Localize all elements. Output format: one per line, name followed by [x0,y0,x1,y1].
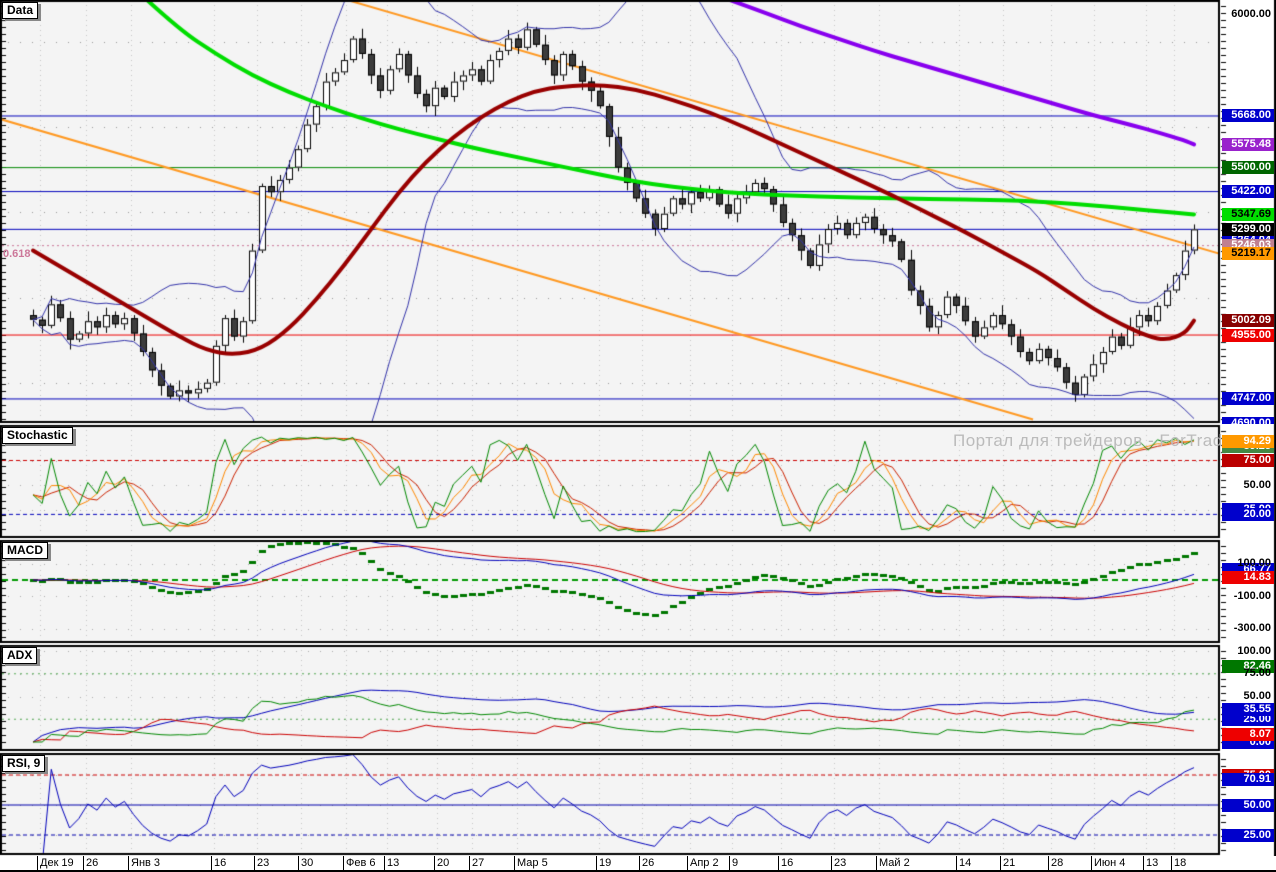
data-price-badge: 5668.00 [1222,109,1274,122]
data-price-badge: 4747.00 [1222,392,1274,405]
data-price-badge: 4690.00 [1222,417,1274,424]
time-tick [639,856,640,870]
time-tick-label: 13 [1146,857,1159,869]
time-tick-label: 18 [1174,857,1187,869]
data-price-badge: 5219.17 [1222,247,1274,260]
time-tick [1143,856,1144,870]
time-tick [514,856,515,870]
time-tick [469,856,470,870]
time-tick-label: 20 [437,857,450,869]
adx-axis-label: 75.00 [1243,667,1271,679]
rsi-price-badge: 50.00 [1222,799,1274,812]
macd-price-badge: 14.83 [1222,571,1274,584]
time-tick-label: Июн 4 [1094,857,1126,869]
adx-price-badge: 25.00 [1222,713,1274,726]
time-tick [211,856,212,870]
time-tick [687,856,688,870]
data-price-badge: 5500.00 [1222,161,1274,174]
time-tick-label: Апр 2 [690,857,719,869]
panel-tab-adx[interactable]: ADX [2,647,38,664]
time-tick-label: 23 [834,857,847,869]
time-tick [778,856,779,870]
time-tick-label: 30 [301,857,314,869]
adx-axis-label: 100.00 [1237,645,1271,657]
rsi-price-badge: 25.00 [1222,829,1274,842]
data-price-badge: 5575.48 [1222,138,1274,151]
panel-tab-macd-label: MACD [7,543,43,557]
panel-tab-data-label: Data [7,3,34,17]
time-tick [729,856,730,870]
panel-tab-data[interactable]: Data [2,2,39,19]
time-tick-label: 23 [257,857,270,869]
time-tick-label: 13 [387,857,400,869]
panel-tab-macd[interactable]: MACD [2,542,48,559]
data-axis-label: 6000.00 [1231,8,1271,20]
time-tick [876,856,877,870]
rsi-price-badge: 70.91 [1222,773,1274,786]
time-tick [1048,856,1049,870]
adx-price-gutter: 100.00 75.00 50.00 25.00 0.00 82.46 35.55 8.07 [1221,645,1276,752]
stochastic-price-badge: 94.29 [1222,435,1274,448]
data-price-badge: 5299.00 [1222,223,1274,236]
time-tick-label: 27 [472,857,485,869]
time-tick-label: Мар 5 [517,857,548,869]
time-tick [128,856,129,870]
panel-tab-rsi-label: RSI, 9 [7,756,41,770]
panel-tab-stochastic[interactable]: Stochastic [2,427,73,444]
time-tick-label: 16 [214,857,227,869]
data-price-badge: 5422.00 [1222,185,1274,198]
time-tick [343,856,344,870]
stochastic-price-badge: 20.00 [1222,508,1274,521]
data-price-gutter: 6000.00 5668.00 5575.48 5500.00 5422.00 5347.… [1221,0,1276,424]
time-tick-label: Май 2 [879,857,910,869]
adx-price-badge: 8.07 [1222,728,1274,741]
adx-price-badge: 82.46 [1222,660,1274,673]
time-tick-label: 26 [642,857,655,869]
watermark: Портал для трейдеров - ForTrader.ru [953,431,1260,450]
time-tick [956,856,957,870]
data-price-badge: 5002.09 [1222,314,1274,327]
time-tick-label: Янв 3 [131,857,161,869]
adx-price-badge: 35.55 [1222,703,1274,716]
macd-axis-label: -100.00 [1233,590,1271,602]
time-tick-label: 26 [86,857,99,869]
time-tick-label: 9 [732,857,739,869]
adx-axis-label: 50.00 [1243,690,1271,702]
stochastic-price-badge: 75.00 [1222,454,1274,467]
macd-axis-label: 100.00 [1237,557,1271,569]
time-tick [1091,856,1092,870]
time-tick-label: 19 [599,857,612,869]
data-price-badge: 5347.69 [1222,208,1274,221]
time-tick [596,856,597,870]
time-axis: Дек 19 26 Янв 3 16 23 30 Фев 6 13 20 27 Мар 5 19 26 А… [0,856,1276,870]
time-tick [434,856,435,870]
time-tick [254,856,255,870]
time-tick-label: Дек 19 [40,857,74,869]
macd-axis-label: -300.00 [1233,622,1271,634]
time-tick [384,856,385,870]
panel-tab-rsi[interactable]: RSI, 9 [2,755,46,772]
panel-tab-adx-label: ADX [7,648,33,662]
time-tick [1171,856,1172,870]
data-price-badge: 4955.00 [1222,329,1274,342]
time-tick-label: Фев 6 [346,857,376,869]
time-tick-label: 28 [1051,857,1064,869]
time-tick-label: 14 [959,857,972,869]
time-tick [298,856,299,870]
fib-level-label: 0.618 [3,248,31,260]
time-tick [37,856,38,870]
time-tick-label: 16 [781,857,794,869]
stochastic-axis-label: 50.00 [1243,479,1271,491]
macd-price-gutter: 100.00 -100.00 -300.00 66.77 14.83 [1221,540,1276,644]
time-tick [83,856,84,870]
panel-tab-stochastic-label: Stochastic [7,428,68,442]
time-tick [1000,856,1001,870]
time-tick-label: 21 [1003,857,1016,869]
time-tick [831,856,832,870]
